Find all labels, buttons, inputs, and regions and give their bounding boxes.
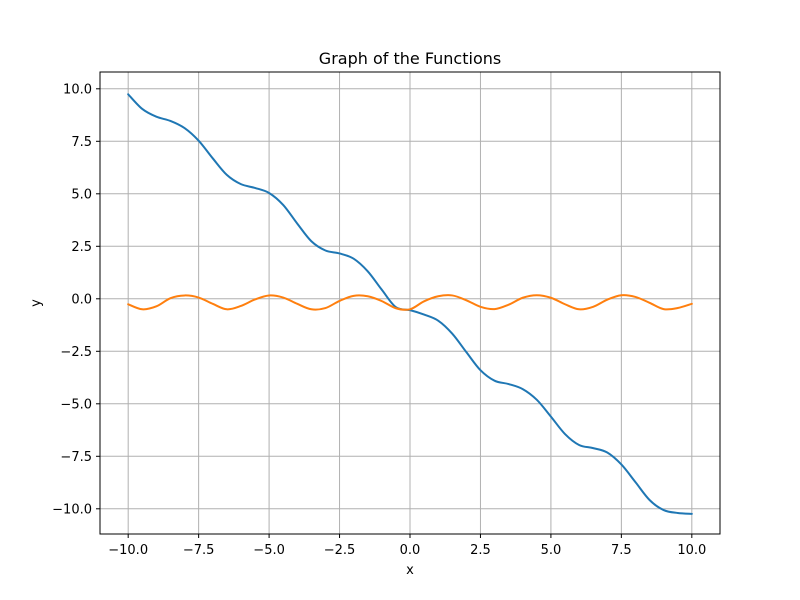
x-tick-label: 10.0 — [677, 543, 706, 558]
ticks: −10.0 −7.5 −5.0 −2.5 0.0 2.5 5.0 7.5 10.0 −10.0 −7… — [52, 82, 706, 558]
x-tick-label: 5.0 — [541, 543, 562, 558]
x-axis-label: x — [406, 563, 414, 578]
y-tick-label: −7.5 — [60, 450, 92, 465]
x-tick-label: 7.5 — [611, 543, 632, 558]
y-axis-label: y — [29, 299, 44, 307]
x-tick-label: −2.5 — [324, 543, 356, 558]
series-layer — [127, 93, 693, 515]
x-tick-label: −10.0 — [108, 543, 148, 558]
y-tick-label: 0.0 — [71, 292, 92, 307]
chart-title: Graph of the Functions — [319, 49, 501, 68]
y-tick-label: 5.0 — [71, 187, 92, 202]
grid — [100, 72, 720, 534]
y-tick-label: −2.5 — [60, 345, 92, 360]
y-tick-label: 2.5 — [71, 240, 92, 255]
x-tick-label: −7.5 — [183, 543, 215, 558]
x-tick-label: −5.0 — [253, 543, 285, 558]
y-tick-label: −5.0 — [60, 397, 92, 412]
y-tick-label: 7.5 — [71, 135, 92, 150]
x-tick-label: 2.5 — [470, 543, 491, 558]
y-tick-label: 10.0 — [63, 82, 92, 97]
x-tick-label: 0.0 — [400, 543, 421, 558]
y-tick-label: −10.0 — [52, 502, 92, 517]
series-line-2 — [127, 294, 693, 311]
